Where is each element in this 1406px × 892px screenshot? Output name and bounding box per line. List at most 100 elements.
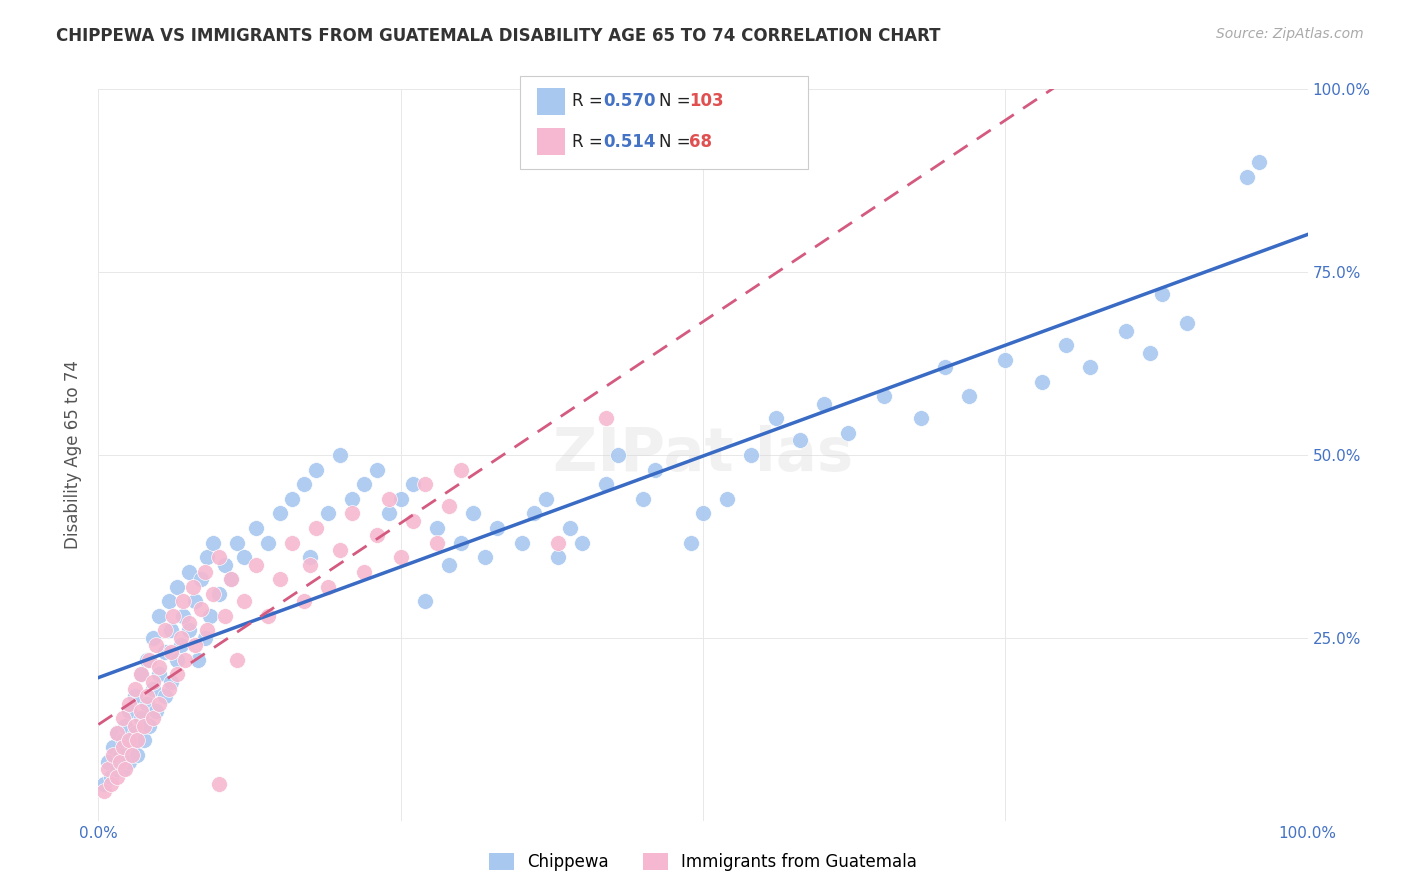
Point [194, 631, 217, 645]
Point [142, 631, 165, 645]
Point [124, 690, 146, 704]
Point [389, 491, 412, 506]
Point [1078, 360, 1101, 375]
Point [198, 608, 221, 623]
Point [377, 491, 399, 506]
Text: 0.514: 0.514 [603, 133, 655, 151]
Point [100, 770, 122, 784]
Point [118, 755, 141, 769]
Point [547, 550, 569, 565]
Point [571, 535, 593, 549]
Point [169, 638, 191, 652]
Point [299, 550, 322, 565]
Point [105, 770, 128, 784]
Point [135, 697, 157, 711]
Text: R =: R = [572, 133, 609, 151]
Point [329, 448, 352, 462]
Point [716, 491, 738, 506]
Point [789, 434, 811, 448]
Point [214, 608, 236, 623]
Point [142, 711, 165, 725]
Point [118, 704, 141, 718]
Point [172, 608, 194, 623]
Text: 103: 103 [689, 92, 724, 110]
Point [169, 631, 191, 645]
Point [232, 594, 254, 608]
Point [256, 608, 278, 623]
Point [437, 499, 460, 513]
Point [101, 740, 124, 755]
Point [145, 638, 167, 652]
Point [873, 389, 896, 403]
Point [256, 535, 278, 549]
Point [179, 565, 201, 579]
Y-axis label: Disability Age 65 to 74: Disability Age 65 to 74 [65, 360, 83, 549]
Point [162, 608, 184, 623]
Point [1249, 155, 1271, 169]
Point [129, 704, 152, 718]
Point [148, 697, 170, 711]
Point [366, 528, 388, 542]
Text: 68: 68 [689, 133, 711, 151]
Point [389, 550, 412, 565]
Point [413, 477, 436, 491]
Point [1152, 287, 1174, 301]
Point [1031, 375, 1053, 389]
Point [474, 550, 496, 565]
Point [111, 740, 134, 755]
Point [510, 535, 533, 549]
Point [607, 448, 630, 462]
Point [631, 491, 654, 506]
Point [179, 624, 201, 638]
Point [644, 462, 666, 476]
Point [97, 763, 120, 777]
Point [214, 558, 236, 572]
Point [269, 507, 291, 521]
Point [135, 690, 157, 704]
Point [160, 674, 183, 689]
Point [166, 667, 188, 681]
Point [127, 747, 149, 762]
Point [450, 462, 472, 476]
Point [93, 777, 115, 791]
Text: Source: ZipAtlas.com: Source: ZipAtlas.com [1216, 27, 1364, 41]
Point [108, 755, 131, 769]
Point [426, 535, 449, 549]
Point [305, 521, 328, 535]
Point [111, 763, 134, 777]
Point [595, 411, 617, 425]
Point [292, 477, 315, 491]
Point [145, 704, 167, 718]
Point [366, 462, 388, 476]
Text: N =: N = [659, 133, 696, 151]
Point [148, 660, 170, 674]
Point [105, 726, 128, 740]
Point [129, 667, 152, 681]
Point [377, 507, 399, 521]
Point [138, 653, 160, 667]
Point [101, 747, 124, 762]
Point [148, 608, 170, 623]
Point [1139, 345, 1161, 359]
Point [813, 397, 835, 411]
Point [329, 543, 352, 558]
Point [692, 507, 714, 521]
Text: N =: N = [659, 92, 696, 110]
Point [124, 681, 146, 696]
Point [208, 587, 231, 601]
Point [127, 733, 149, 747]
Point [114, 718, 136, 732]
Point [157, 594, 180, 608]
Point [129, 711, 152, 725]
Point [190, 572, 212, 586]
Point [281, 535, 304, 549]
Text: ZIPat las: ZIPat las [553, 425, 853, 484]
Point [1175, 316, 1198, 330]
Point [181, 580, 204, 594]
Point [402, 477, 425, 491]
Point [100, 777, 122, 791]
Point [172, 594, 194, 608]
Point [105, 763, 128, 777]
Point [160, 624, 183, 638]
Point [124, 726, 146, 740]
